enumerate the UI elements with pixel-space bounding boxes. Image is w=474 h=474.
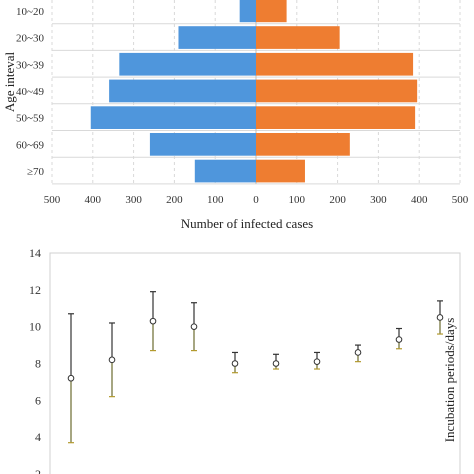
data-point [313, 358, 321, 365]
category-label: 40~49 [16, 86, 44, 98]
bar-left [149, 133, 256, 156]
category-label: 50~59 [16, 113, 44, 125]
incubation-y-axis-label: Incubation periods/days [442, 318, 457, 443]
data-point [272, 360, 280, 367]
data-point [108, 356, 116, 364]
x-tick-label: 400 [85, 194, 102, 206]
bar-left [239, 0, 256, 23]
x-tick-label: 100 [289, 194, 306, 206]
bar-right [256, 52, 414, 76]
plot-area [49, 252, 461, 474]
bar-right [256, 159, 305, 183]
x-tick-label: 200 [166, 194, 183, 206]
x-axis-label: Number of infected cases [181, 216, 313, 231]
y-tick-label: 2 [35, 467, 41, 474]
bar-left [119, 52, 256, 76]
bar-left [178, 26, 256, 49]
y-tick-label: 4 [35, 430, 41, 444]
y-tick-label: 10 [29, 320, 41, 334]
category-label: 20~30 [16, 33, 44, 45]
data-point [354, 349, 362, 356]
bar-right [256, 26, 340, 49]
data-point [67, 374, 75, 382]
y-tick-label: 14 [29, 246, 41, 260]
bar-left [109, 79, 257, 103]
x-tick-label: 400 [411, 194, 428, 206]
bar-left [194, 159, 256, 183]
data-point [395, 336, 403, 343]
age-distribution-chart: 10~20 20~30 30~39 40~49 50~59 60~69 ≥70 500 400… [2, 0, 469, 231]
data-point [190, 323, 198, 330]
y-tick-label: 12 [29, 283, 41, 297]
data-point [149, 317, 157, 325]
x-tick-label: 300 [370, 194, 387, 206]
bar-right [256, 0, 287, 23]
x-tick-label: 300 [125, 194, 142, 206]
data-point [436, 314, 444, 321]
bar-right [256, 133, 350, 156]
category-label: ≥70 [27, 166, 45, 178]
x-tick-label: 500 [452, 194, 469, 206]
y-axis-label: Age inteval [2, 51, 17, 112]
x-tick-label: 0 [253, 194, 259, 206]
bar-right [256, 79, 418, 103]
y-tick-label: 8 [35, 357, 41, 371]
x-tick-label: 500 [44, 194, 61, 206]
x-tick-label: 100 [207, 194, 224, 206]
bar-right [256, 106, 416, 129]
category-label: 30~39 [16, 59, 44, 71]
bar-left [90, 106, 256, 129]
data-point [231, 360, 239, 367]
category-label: 60~69 [16, 139, 44, 151]
category-label: 10~20 [16, 6, 44, 18]
x-tick-label: 200 [329, 194, 346, 206]
y-tick-label: 6 [35, 393, 41, 407]
